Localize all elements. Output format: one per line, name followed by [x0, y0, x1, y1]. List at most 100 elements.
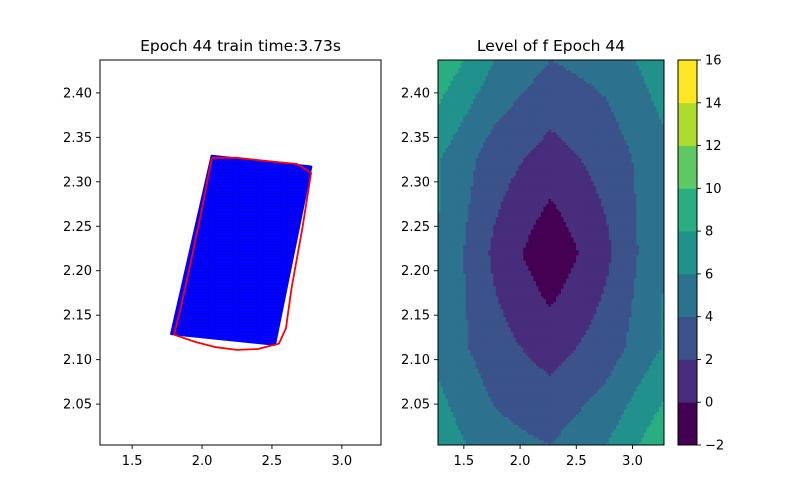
contour-cell: [465, 211, 469, 215]
contour-cell: [513, 396, 517, 400]
contour-cell: [468, 375, 471, 379]
contour-cell: [498, 344, 502, 348]
contour-cell: [463, 255, 466, 258]
contour-cell: [483, 416, 487, 420]
contour-cell: [468, 396, 471, 400]
contour-cell: [465, 442, 469, 446]
contour-cell: [508, 429, 512, 433]
contour-cell: [513, 409, 517, 412]
contour-cell: [503, 424, 507, 428]
contour-cell: [495, 131, 499, 135]
contour-cell: [495, 198, 499, 202]
contour-cell: [470, 131, 474, 135]
contour-cell: [488, 391, 492, 395]
contour-cell: [475, 252, 479, 256]
contour-cell: [468, 424, 471, 428]
contour-cell: [490, 409, 494, 412]
contour-cell: [453, 229, 456, 233]
contour-cell: [478, 429, 482, 433]
contour-cell: [463, 437, 466, 441]
contour-cell: [438, 116, 441, 120]
contour-cell: [455, 432, 459, 436]
contour-cell: [488, 62, 492, 66]
contour-cell: [453, 116, 456, 120]
contour-cell: [475, 85, 479, 89]
contour-cell: [498, 429, 502, 433]
contour-cell: [513, 237, 517, 241]
contour-cell: [453, 414, 456, 418]
contour-cell: [465, 93, 469, 97]
contour-cell: [508, 172, 512, 176]
contour-cell: [515, 357, 519, 361]
contour-cell: [465, 147, 469, 151]
contour-cell: [445, 388, 449, 392]
contour-cell: [480, 375, 484, 379]
contour-cell: [440, 355, 444, 359]
contour-cell: [460, 83, 464, 87]
contour-cell: [485, 65, 489, 69]
contour-cell: [505, 180, 509, 184]
contour-cell: [500, 221, 504, 225]
contour-cell: [455, 365, 459, 369]
contour-cell: [438, 77, 441, 81]
contour-cell: [493, 226, 497, 230]
contour-cell: [483, 303, 487, 307]
contour-cell: [448, 419, 451, 423]
contour-cell: [450, 219, 454, 223]
contour-cell: [483, 206, 487, 210]
contour-cell: [515, 439, 519, 443]
contour-cell: [465, 185, 469, 189]
contour-cell: [453, 301, 456, 305]
contour-cell: [488, 90, 492, 94]
contour-cell: [485, 154, 489, 158]
contour-cell: [518, 126, 522, 130]
contour-cell: [495, 409, 499, 412]
contour-cell: [448, 157, 451, 161]
contour-cell: [478, 260, 482, 264]
contour-cell: [450, 185, 454, 189]
contour-cell: [475, 324, 479, 328]
contour-cell: [503, 162, 507, 166]
contour-cell: [470, 278, 474, 282]
contour-cell: [505, 93, 509, 97]
contour-cell: [440, 409, 444, 412]
contour-cell: [495, 293, 499, 297]
contour-cell: [483, 319, 487, 323]
contour-cell: [463, 301, 466, 305]
contour-cell: [470, 406, 474, 410]
contour-cell: [488, 175, 492, 179]
contour-cell: [475, 442, 479, 446]
contour-cell: [510, 280, 514, 284]
contour-cell: [453, 355, 456, 359]
contour-cell: [468, 62, 471, 66]
contour-cell: [483, 229, 487, 233]
contour-cell: [483, 275, 487, 279]
contour-cell: [443, 93, 446, 97]
contour-cell: [440, 334, 444, 338]
contour-cell: [470, 167, 474, 171]
contour-cell: [473, 316, 477, 320]
contour-cell: [503, 62, 507, 66]
contour-cell: [470, 175, 474, 179]
contour-cell: [500, 142, 504, 146]
contour-cell: [488, 93, 492, 97]
contour-cell: [505, 442, 509, 446]
contour-cell: [510, 196, 514, 199]
contour-cell: [470, 216, 474, 220]
contour-cell: [515, 414, 519, 418]
contour-cell: [440, 216, 444, 220]
contour-cell: [448, 398, 451, 402]
contour-cell: [440, 131, 444, 135]
contour-cell: [508, 154, 512, 158]
contour-cell: [490, 406, 494, 410]
contour-cell: [508, 298, 512, 302]
contour-cell: [493, 65, 497, 69]
contour-cell: [498, 208, 502, 212]
contour-cell: [475, 429, 479, 433]
contour-cell: [490, 383, 494, 387]
contour-cell: [508, 103, 512, 107]
contour-cell: [503, 311, 507, 315]
contour-cell: [473, 388, 477, 392]
contour-cell: [490, 193, 494, 197]
contour-cell: [455, 442, 459, 446]
